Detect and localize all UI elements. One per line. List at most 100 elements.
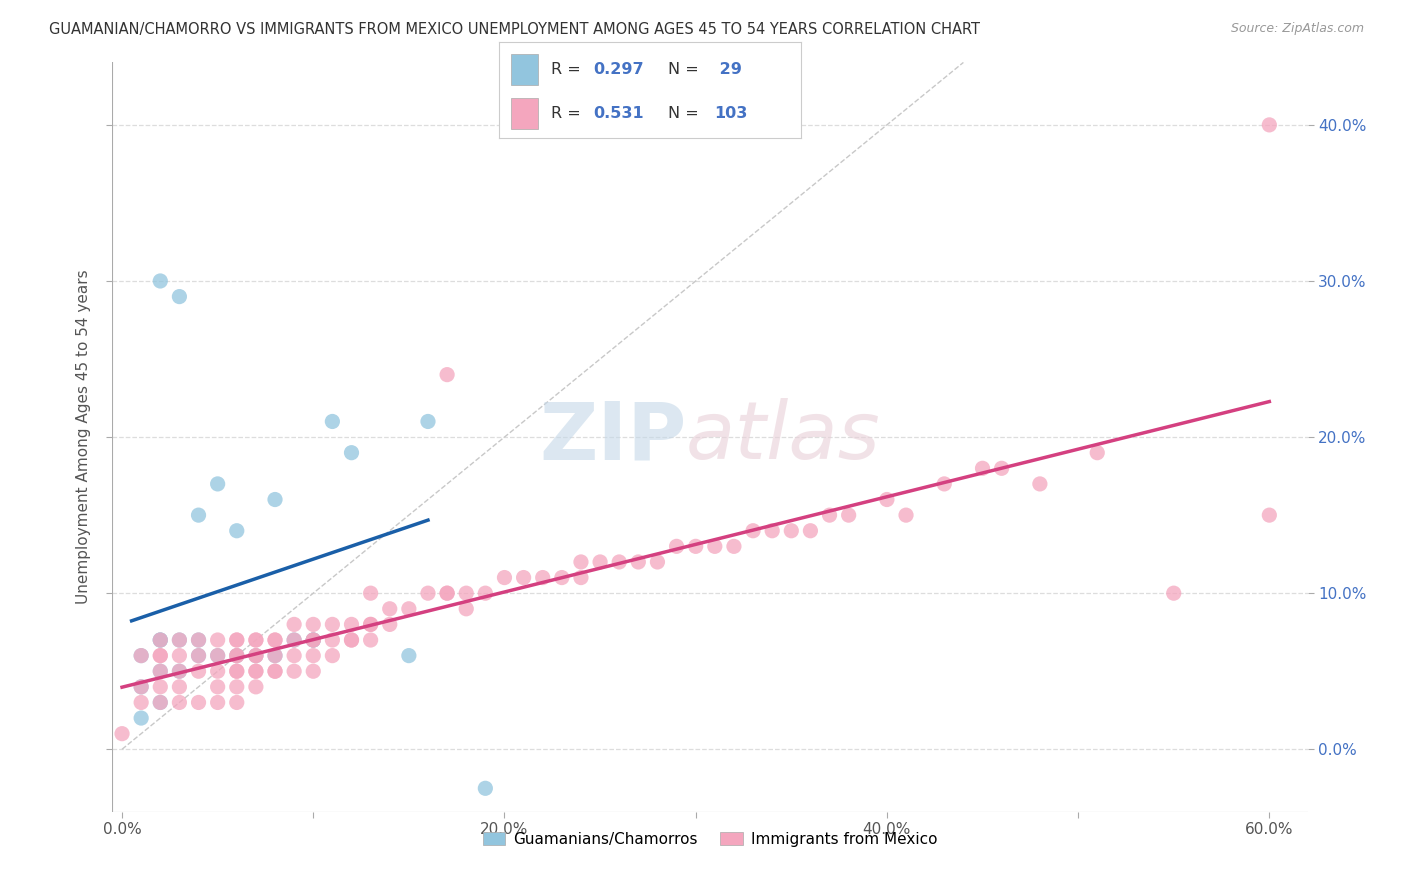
Text: 0.531: 0.531: [593, 106, 644, 120]
Text: N =: N =: [668, 62, 704, 78]
Point: [225, 633, 247, 648]
Point: [283, 633, 305, 648]
Point: [129, 680, 152, 694]
Point: [149, 680, 172, 694]
Point: [321, 617, 343, 632]
Point: [225, 680, 247, 694]
Point: [264, 648, 287, 663]
Point: [245, 633, 267, 648]
Point: [225, 696, 247, 710]
Point: [607, 555, 630, 569]
Point: [436, 586, 458, 600]
Point: [207, 648, 229, 663]
Point: [149, 648, 172, 663]
Point: [225, 648, 247, 663]
Point: [838, 508, 860, 523]
Point: [169, 664, 191, 679]
Point: [207, 696, 229, 710]
Point: [1258, 118, 1281, 132]
Point: [723, 539, 745, 553]
Point: [665, 539, 688, 553]
Point: [187, 648, 209, 663]
Point: [187, 648, 209, 663]
Point: [187, 508, 209, 523]
Point: [416, 586, 439, 600]
Point: [589, 555, 612, 569]
Point: [321, 414, 343, 428]
Point: [551, 571, 574, 585]
Point: [149, 664, 172, 679]
Point: [264, 633, 287, 648]
Point: [129, 648, 152, 663]
Point: [225, 633, 247, 648]
Point: [225, 648, 247, 663]
Point: [302, 633, 325, 648]
Point: [149, 633, 172, 648]
Point: [360, 633, 382, 648]
Point: [129, 696, 152, 710]
Point: [187, 696, 209, 710]
Point: [378, 617, 401, 632]
Point: [149, 633, 172, 648]
Point: [169, 648, 191, 663]
Text: GUAMANIAN/CHAMORRO VS IMMIGRANTS FROM MEXICO UNEMPLOYMENT AMONG AGES 45 TO 54 YE: GUAMANIAN/CHAMORRO VS IMMIGRANTS FROM ME…: [49, 22, 980, 37]
Point: [302, 633, 325, 648]
Point: [245, 680, 267, 694]
Point: [245, 664, 267, 679]
Point: [569, 555, 592, 569]
Point: [1029, 476, 1052, 491]
Point: [225, 664, 247, 679]
Legend: Guamanians/Chamorros, Immigrants from Mexico: Guamanians/Chamorros, Immigrants from Me…: [477, 825, 943, 853]
Point: [990, 461, 1012, 475]
Point: [283, 633, 305, 648]
FancyBboxPatch shape: [512, 54, 538, 86]
Point: [340, 633, 363, 648]
Point: [340, 446, 363, 460]
Point: [245, 648, 267, 663]
Point: [245, 648, 267, 663]
Point: [149, 633, 172, 648]
Y-axis label: Unemployment Among Ages 45 to 54 years: Unemployment Among Ages 45 to 54 years: [76, 269, 91, 605]
Point: [876, 492, 898, 507]
Point: [283, 648, 305, 663]
Point: [187, 633, 209, 648]
Point: [761, 524, 783, 538]
Point: [149, 664, 172, 679]
Point: [456, 586, 478, 600]
Text: 103: 103: [714, 106, 747, 120]
Point: [187, 633, 209, 648]
Point: [302, 648, 325, 663]
Point: [302, 633, 325, 648]
Point: [398, 602, 420, 616]
Point: [169, 289, 191, 303]
Point: [149, 696, 172, 710]
Text: 29: 29: [714, 62, 741, 78]
Point: [512, 571, 534, 585]
Point: [398, 648, 420, 663]
Point: [340, 633, 363, 648]
Point: [129, 648, 152, 663]
Point: [647, 555, 669, 569]
Text: R =: R =: [551, 62, 585, 78]
Point: [207, 664, 229, 679]
Point: [416, 414, 439, 428]
Point: [149, 274, 172, 288]
Point: [799, 524, 821, 538]
Point: [321, 633, 343, 648]
Point: [111, 726, 134, 740]
Point: [283, 664, 305, 679]
Point: [245, 633, 267, 648]
Text: R =: R =: [551, 106, 585, 120]
Point: [129, 711, 152, 725]
Point: [569, 571, 592, 585]
Point: [264, 648, 287, 663]
Point: [456, 602, 478, 616]
Point: [1085, 446, 1108, 460]
Point: [302, 633, 325, 648]
Text: ZIP: ZIP: [538, 398, 686, 476]
Point: [283, 617, 305, 632]
Point: [1163, 586, 1185, 600]
Point: [169, 680, 191, 694]
Point: [264, 633, 287, 648]
Point: [685, 539, 707, 553]
